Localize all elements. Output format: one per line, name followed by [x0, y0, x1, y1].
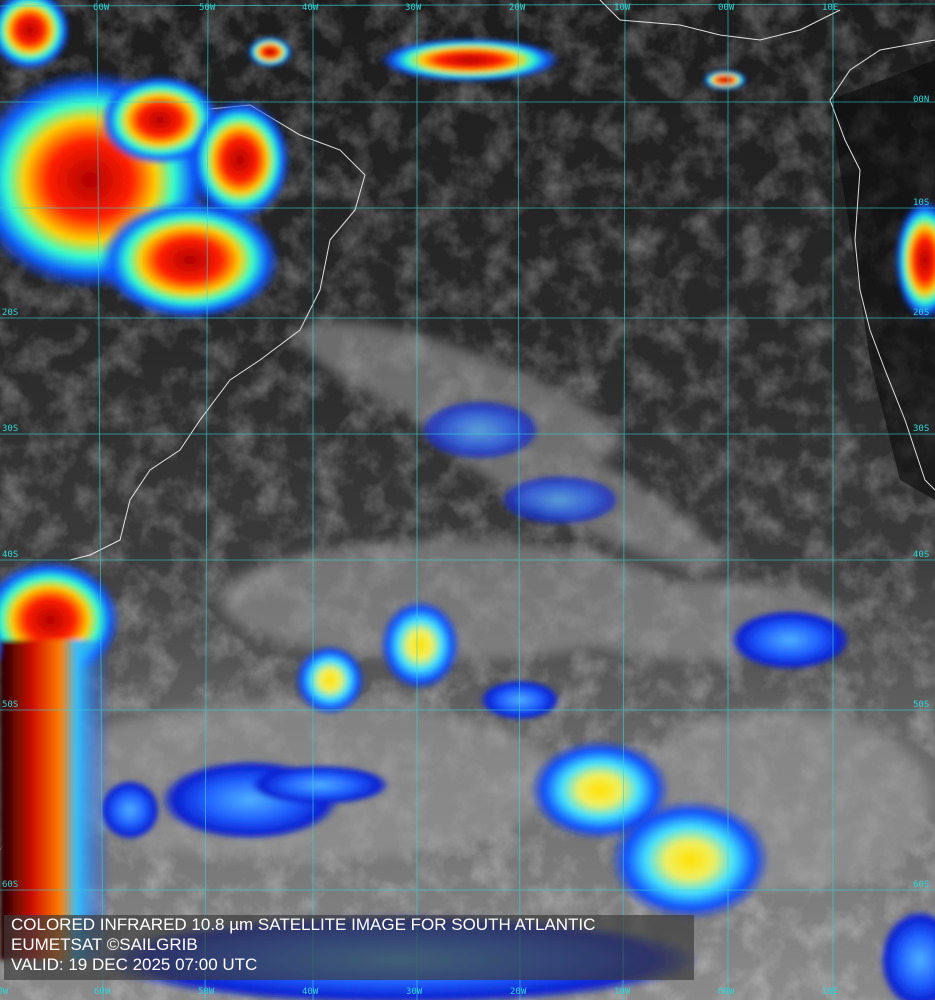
lat-label: 40S: [913, 550, 930, 560]
caption-source: EUMETSAT ©SAILGRIB: [11, 935, 198, 954]
lat-label: 00N: [913, 95, 930, 105]
lat-label: 40S: [2, 550, 19, 560]
lat-label: 10S: [913, 198, 930, 208]
lon-label: 20W: [509, 3, 526, 13]
lat-label: 50S: [2, 700, 19, 710]
lon-label: 20W: [510, 987, 527, 997]
lon-label: 40W: [302, 3, 319, 13]
lon-label: 00W: [718, 987, 735, 997]
lon-label: 10E: [822, 987, 839, 997]
lon-label: 10W: [614, 987, 631, 997]
lon-label: 60W: [94, 987, 111, 997]
lat-label: 60S: [2, 880, 19, 890]
lon-label: 30W: [406, 987, 423, 997]
lon-label: 40W: [302, 987, 319, 997]
lon-label: 30W: [405, 3, 422, 13]
lat-label: 50S: [913, 700, 930, 710]
lon-label: 50W: [199, 3, 216, 13]
lat-label: 20S: [913, 308, 930, 318]
lat-label: 30S: [2, 424, 19, 434]
lon-label: 10W: [614, 3, 631, 13]
lon-label: 60W: [93, 3, 110, 13]
lat-label: 30S: [913, 424, 930, 434]
lat-label: 60S: [913, 880, 930, 890]
lon-label: 00W: [718, 3, 735, 13]
caption-title: COLORED INFRARED 10.8 µm SATELLITE IMAGE…: [11, 915, 596, 934]
lon-label: 50W: [198, 987, 215, 997]
image-caption: COLORED INFRARED 10.8 µm SATELLITE IMAGE…: [4, 915, 694, 980]
lon-label: 10E: [822, 3, 839, 13]
lat-label: 20S: [2, 308, 19, 318]
caption-valid-time: VALID: 19 DEC 2025 07:00 UTC: [11, 955, 258, 974]
lon-label: 70W: [0, 987, 9, 997]
